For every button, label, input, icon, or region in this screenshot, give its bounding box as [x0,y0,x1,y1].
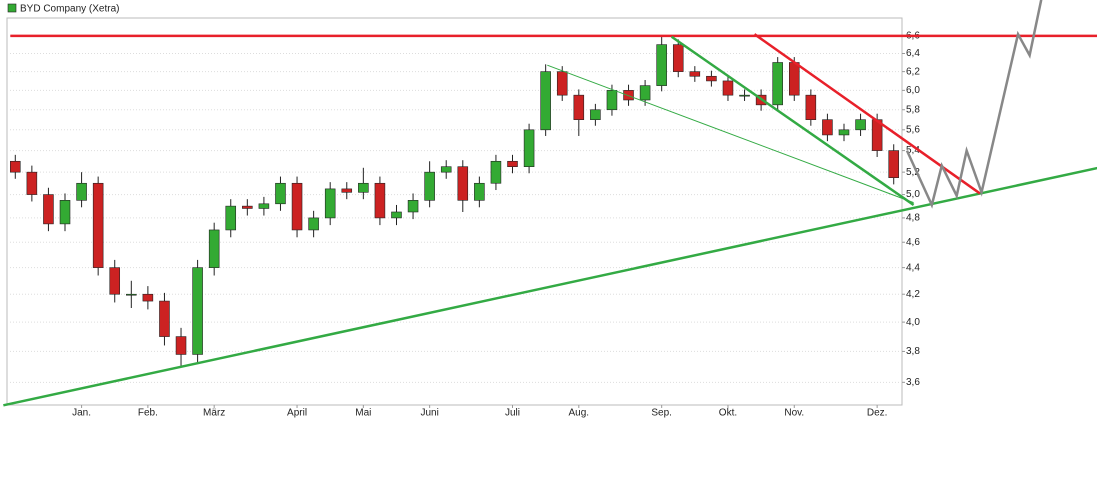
candle-body [888,150,899,178]
candle-body [805,94,817,120]
plot-frame [6,17,903,406]
candle-body [838,129,850,136]
legend-swatch [7,3,17,13]
trend-line [3,166,1097,407]
candle-body [109,267,121,295]
x-tick-label: Juni [420,408,438,419]
candle-body [92,182,104,268]
y-tick-label: 4,0 [906,317,920,328]
candle-body [788,62,800,96]
candle-body [672,44,684,72]
y-tick-label: 5,0 [906,189,920,200]
y-tick-label: 4,6 [906,237,920,248]
candle-body [341,188,353,193]
candle-body [291,182,303,231]
y-tick-label: 4,2 [906,289,920,300]
candle-body [275,182,286,205]
y-tick-label: 4,4 [906,262,920,273]
candle-body [59,200,71,225]
trend-line [905,0,1043,209]
x-tick-label: Sep. [651,408,672,419]
candle-body [324,188,336,219]
x-tick-label: Nov. [784,408,804,419]
x-tick-label: Aug. [569,408,590,419]
trend-line [670,35,915,206]
candle-body [523,129,535,167]
candle-body [391,211,402,219]
y-tick-label: 5,2 [906,167,920,178]
candle-body [26,171,38,195]
candle-body [440,166,452,173]
y-tick-label: 3,6 [906,377,920,388]
candle-body [76,182,87,201]
candle-body [556,71,568,96]
candle-body [407,200,419,213]
candle-body [225,205,237,231]
candle-body [507,160,518,167]
candle-body [424,171,435,201]
x-tick-label: Juli [505,408,520,419]
candle-body [242,205,253,209]
candle-body [10,160,21,173]
y-tick-label: 5,4 [906,145,920,156]
y-tick-label: 6,4 [906,48,920,59]
candle-body [540,71,551,131]
candle-body [706,75,717,82]
candle-body [722,80,734,96]
candle-body [689,71,701,77]
legend-label: BYD Company (Xetra) [20,4,119,15]
candle-body [639,85,651,101]
candle-body [474,182,485,201]
candle-body [590,109,601,120]
y-tick-label: 3,8 [906,346,920,357]
y-tick-label: 5,8 [906,104,920,115]
candle-body [772,62,783,106]
x-tick-label: Feb. [138,408,158,419]
candle-body [159,300,170,337]
candle-body [490,160,502,184]
candle-body [739,94,750,97]
x-tick-label: März [203,408,225,419]
candle-body [573,94,585,120]
x-tick-label: Okt. [719,408,737,419]
candle-body [208,229,220,268]
candle-body [142,293,154,302]
y-tick-label: 6,2 [906,66,920,77]
trend-line [547,64,914,204]
x-tick-label: April [287,408,307,419]
candle-body [822,119,833,136]
x-tick-label: Mai [355,408,371,419]
candle-body [457,166,469,201]
x-tick-label: Jan. [72,408,91,419]
candle-body [43,194,54,225]
candle-body [175,336,187,355]
y-tick-label: 4,8 [906,213,920,224]
candle-body [606,90,618,111]
x-tick-label: Dez. [867,408,888,419]
trend-line [753,33,981,195]
candle-body [374,182,386,219]
candle-body [358,182,369,193]
y-tick-label: 5,6 [906,124,920,135]
candle-body [192,267,203,355]
candle-body [258,203,270,209]
candle-body [855,119,866,131]
candle-body [308,217,319,231]
candle-body [126,293,137,296]
y-tick-label: 6,0 [906,85,920,96]
candle-body [656,44,667,86]
